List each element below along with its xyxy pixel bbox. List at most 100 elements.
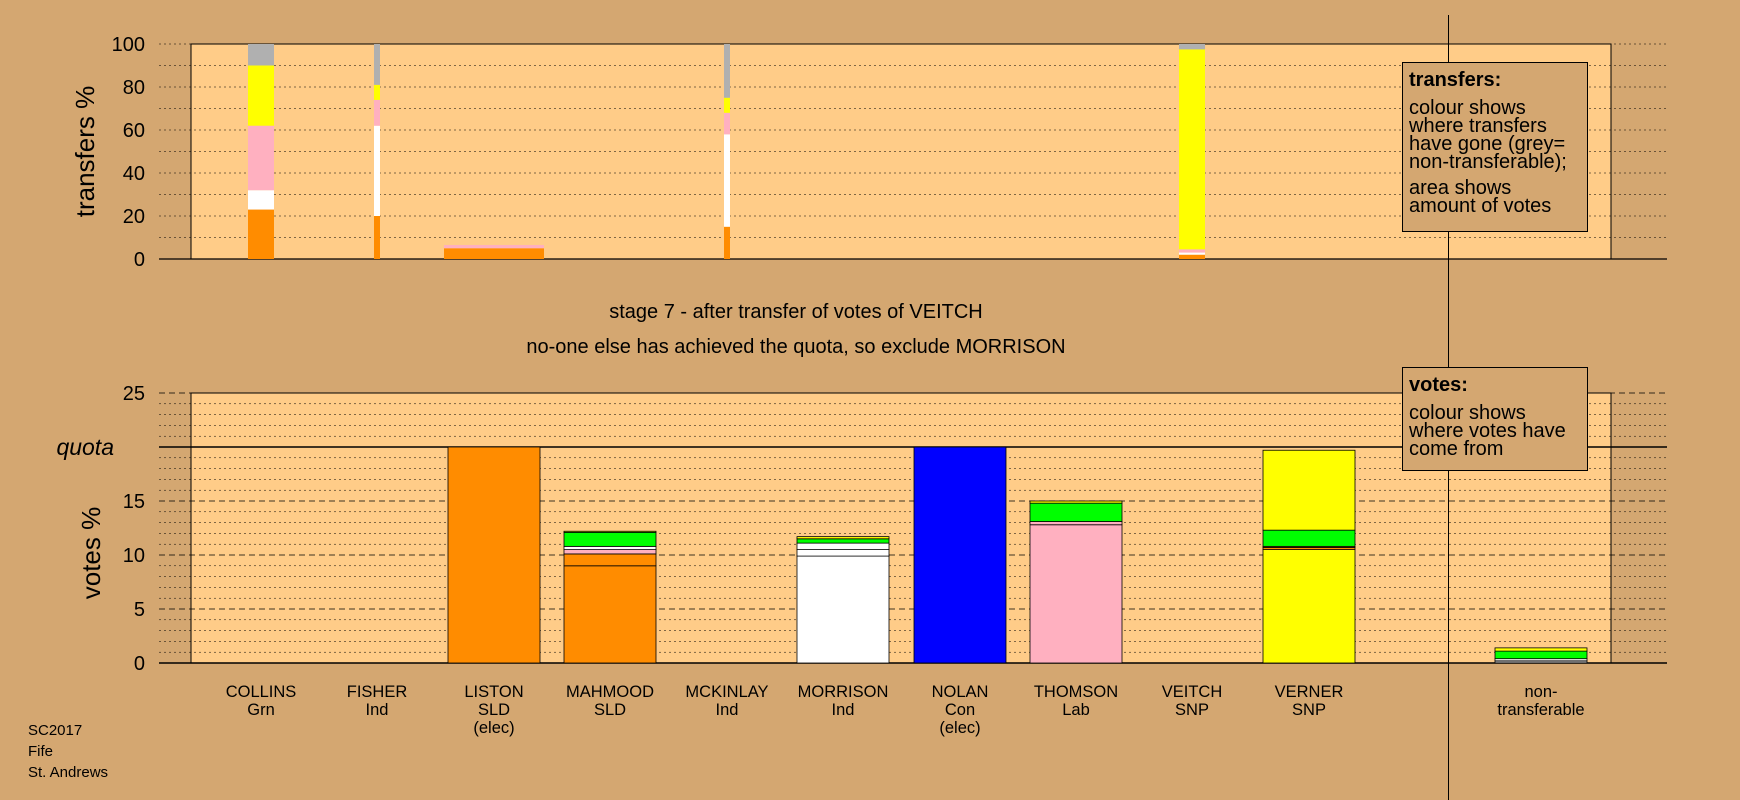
candidate-party: Con	[945, 701, 975, 719]
votes-y-tick-label: 25	[123, 383, 145, 405]
vote-bar-mahmood	[563, 530, 657, 664]
candidate-name: VEITCH	[1162, 683, 1223, 701]
vote-segment-con	[913, 446, 1007, 664]
transfer-segment-nontransferable	[1179, 44, 1205, 50]
transfer-bar-mckinlay	[724, 44, 730, 259]
transfer-segment-ind	[248, 190, 274, 210]
vote-segment-ind	[796, 555, 890, 664]
vote-segment-snp	[1494, 647, 1588, 652]
transfers-y-tick-label: 20	[123, 206, 145, 228]
vote-segment-snp	[1029, 500, 1123, 504]
vote-segment-lab	[563, 549, 657, 555]
candidate-status: (elec)	[939, 719, 980, 737]
nontransferable-label-line: transferable	[1497, 701, 1584, 719]
candidate-party: Grn	[247, 701, 275, 719]
nontransferable-label-line: non-	[1524, 683, 1557, 701]
transfer-segment-snp	[374, 84, 380, 100]
transfer-segment-sld	[1179, 254, 1205, 259]
vote-segment-grn	[796, 538, 890, 544]
vote-segment-grn	[1029, 502, 1123, 522]
transfer-bar-fisher	[374, 44, 380, 259]
footer-line-ward: St. Andrews	[28, 764, 108, 781]
transfer-segment-sld	[248, 209, 274, 259]
vote-segment-snp	[1262, 549, 1356, 664]
transfers-chart: 0 20 40 60 80 100 transfers %	[70, 34, 1667, 271]
vote-segment-ind	[796, 542, 890, 550]
vote-segment-grn	[563, 531, 657, 547]
candidate-party: Lab	[1062, 701, 1090, 719]
vote-segment-ind	[563, 545, 657, 550]
transfer-segment-lab	[374, 99, 380, 126]
vote-bar-thomson	[1029, 500, 1123, 664]
vote-segment-sld	[563, 565, 657, 664]
stage-heading: stage 7 - after transfer of votes of VEI…	[609, 301, 983, 323]
candidate-party: Ind	[366, 701, 389, 719]
vote-segment-grn	[1494, 650, 1588, 660]
votes-y-tick-label: 15	[123, 491, 145, 513]
transfers-y-tick-label: 60	[123, 120, 145, 142]
transfer-segment-lab	[248, 125, 274, 191]
transfer-segment-sld	[374, 216, 380, 259]
vote-bar-morrison	[796, 536, 890, 664]
candidate-party: SNP	[1175, 701, 1209, 719]
candidate-party: SLD	[594, 701, 626, 719]
transfer-bar-collins	[248, 44, 274, 259]
transfers-y-axis-label: transfers %	[70, 86, 100, 218]
vote-segment-snp	[563, 530, 657, 533]
votes-legend: votes: colour shows where votes have com…	[1402, 367, 1588, 471]
votes-y-tick-label: 0	[134, 653, 145, 675]
votes-y-tick-label: 5	[134, 599, 145, 621]
transfers-legend-colour-text: colour shows where transfers have gone (…	[1409, 97, 1567, 173]
vote-bar-non-transferable	[1494, 647, 1588, 664]
transfer-segment-sld	[444, 248, 544, 259]
vote-segment-snp	[796, 536, 890, 540]
transfer-bar-veitch	[1179, 44, 1205, 259]
candidate-status: (elec)	[473, 719, 514, 737]
transfer-segment-snp	[248, 65, 274, 126]
transfer-segment-snp	[724, 97, 730, 113]
footer-line-election: SC2017	[28, 722, 82, 739]
candidate-labels: COLLINSGrnFISHERIndLISTONSLD(elec)MAHMOO…	[226, 683, 1585, 737]
candidate-label-nontransferable: non-transferable	[1497, 683, 1584, 719]
candidate-name: MAHMOOD	[566, 683, 654, 701]
candidate-name: MORRISON	[798, 683, 889, 701]
transfer-segment-lab	[444, 245, 544, 249]
candidate-party: SNP	[1292, 701, 1326, 719]
transfer-bar-liston	[444, 245, 544, 259]
candidate-name: FISHER	[347, 683, 408, 701]
vote-bar-liston	[447, 446, 541, 664]
votes-legend-text: colour shows where votes have come from	[1409, 402, 1566, 460]
transfers-legend-title: transfers:	[1409, 69, 1502, 91]
vote-segment-lab	[1029, 524, 1123, 664]
candidate-party: Ind	[832, 701, 855, 719]
transfer-segment-nontransferable	[724, 44, 730, 98]
transfer-segment-sld	[724, 226, 730, 259]
candidate-party: SLD	[478, 701, 510, 719]
transfer-segment-ind	[724, 134, 730, 227]
vote-segment-lab	[1029, 521, 1123, 526]
vote-bar-verner	[1262, 449, 1356, 664]
vote-segment-sld	[447, 446, 541, 664]
transfer-segment-nontransferable	[248, 44, 274, 66]
transfers-legend: transfers: colour shows where transfers …	[1402, 62, 1588, 232]
vote-segment-grn	[1262, 529, 1356, 547]
vote-segment-ind	[796, 549, 890, 557]
candidate-name: COLLINS	[226, 683, 297, 701]
candidate-name: MCKINLAY	[685, 683, 768, 701]
vote-segment-sld	[563, 553, 657, 567]
footer-line-council: Fife	[28, 743, 53, 760]
candidate-party: Ind	[716, 701, 739, 719]
transfers-y-tick-label: 80	[123, 77, 145, 99]
vote-segment-snp	[1262, 449, 1356, 531]
candidate-name: NOLAN	[932, 683, 989, 701]
transfers-legend-area-text: area shows amount of votes	[1409, 177, 1552, 217]
transfer-segment-snp	[1179, 49, 1205, 250]
